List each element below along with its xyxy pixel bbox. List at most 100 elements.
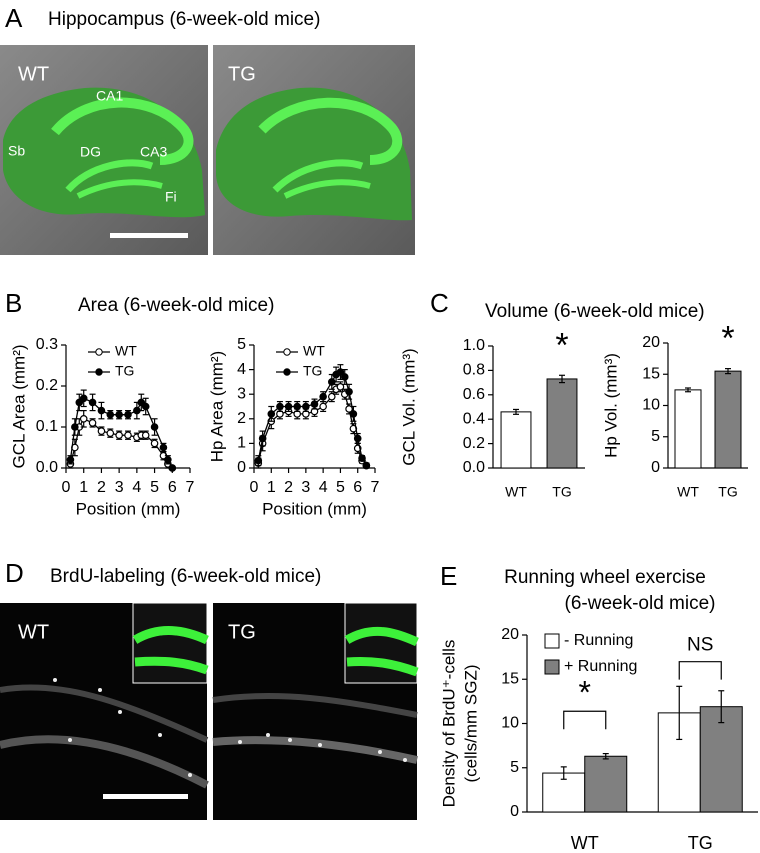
inset-layer bbox=[344, 626, 419, 647]
x-tick-label: WT bbox=[505, 484, 527, 500]
panel-letter: E bbox=[440, 561, 457, 591]
legend-marker bbox=[283, 348, 291, 356]
x-tick-label: 4 bbox=[132, 479, 141, 496]
y-tick-label: 0.1 bbox=[36, 418, 58, 435]
marker bbox=[106, 429, 115, 437]
x-tick-label: 6 bbox=[168, 479, 177, 496]
y-axis-label: GCL Area (mm²) bbox=[9, 344, 28, 468]
marker bbox=[71, 423, 79, 431]
inset-layer bbox=[132, 626, 209, 645]
y-tick-label: 0.3 bbox=[36, 336, 58, 353]
cell-layer bbox=[0, 735, 209, 789]
marker bbox=[124, 410, 132, 419]
marker bbox=[88, 419, 97, 427]
x-tick-label: TG bbox=[552, 484, 571, 500]
marker bbox=[124, 431, 132, 440]
marker bbox=[115, 431, 123, 440]
y-tick-label: 2 bbox=[237, 410, 246, 427]
marker bbox=[254, 456, 263, 465]
cell-layer bbox=[76, 179, 163, 199]
x-tick-label: 1 bbox=[267, 479, 276, 496]
y-tick-label: 0 bbox=[651, 459, 660, 476]
image-label: WT bbox=[18, 63, 49, 85]
y-tick-label: 15 bbox=[501, 670, 519, 687]
line bbox=[69, 417, 173, 469]
marker bbox=[79, 394, 88, 403]
region-label: Sb bbox=[8, 143, 25, 159]
y-tick-label: 0.2 bbox=[463, 435, 485, 452]
marker bbox=[88, 398, 97, 407]
legend-label: TG bbox=[115, 363, 134, 379]
marker bbox=[150, 423, 159, 431]
y-tick-label: 20 bbox=[642, 334, 660, 351]
panel-title: Volume (6-week-old mice) bbox=[485, 301, 705, 322]
y-axis-label: Hp Vol. (mm³) bbox=[601, 353, 620, 458]
y-axis-label: (cells/mm SGZ) bbox=[461, 664, 480, 782]
micrograph: WT CA1 DG CA3 Sb Fi bbox=[0, 45, 208, 255]
x-tick-label: 7 bbox=[371, 479, 380, 496]
panel-title: Area (6-week-old mice) bbox=[78, 295, 274, 316]
marker bbox=[79, 414, 88, 423]
x-tick-label: 1 bbox=[79, 479, 88, 496]
marker bbox=[362, 461, 371, 470]
legend-label: WT bbox=[303, 343, 325, 359]
x-tick-label: 3 bbox=[115, 479, 124, 496]
panel-letter: B bbox=[5, 288, 22, 318]
bar bbox=[500, 411, 532, 469]
y-tick-label: 1 bbox=[237, 435, 246, 452]
y-tick-label: 4 bbox=[237, 361, 246, 378]
annotation: * bbox=[579, 675, 591, 711]
x-tick-label: 5 bbox=[336, 479, 345, 496]
y-axis-label: Density of BrdU⁺-cells bbox=[439, 640, 458, 808]
cell-layer bbox=[212, 736, 418, 764]
bracket bbox=[678, 661, 722, 680]
inset-layer bbox=[346, 657, 419, 677]
marker bbox=[284, 402, 293, 411]
micrograph: TG bbox=[213, 45, 415, 255]
region-label: Fi bbox=[165, 189, 177, 205]
x-tick-label: 5 bbox=[150, 479, 159, 496]
y-tick-label: 5 bbox=[237, 336, 246, 353]
y-tick-label: 0.8 bbox=[463, 362, 485, 379]
x-tick-label: 2 bbox=[284, 479, 293, 496]
chart-title: Running wheel exercise bbox=[504, 567, 706, 588]
marker bbox=[319, 402, 327, 411]
region-label: CA3 bbox=[140, 144, 167, 160]
y-tick-label: 0.2 bbox=[36, 377, 58, 394]
legend-label: - Running bbox=[564, 632, 633, 649]
marker bbox=[358, 454, 366, 462]
x-tick-label: 0 bbox=[62, 479, 71, 496]
marker bbox=[319, 392, 327, 401]
annotation: NS bbox=[687, 635, 713, 656]
marker bbox=[293, 402, 302, 411]
bracket bbox=[563, 710, 607, 730]
panel-letter: C bbox=[430, 288, 449, 318]
marker bbox=[276, 402, 284, 411]
marker bbox=[141, 431, 150, 440]
y-tick-label: 10 bbox=[501, 715, 519, 732]
region-label: CA1 bbox=[96, 88, 123, 104]
micrograph: TG bbox=[212, 602, 419, 820]
marker bbox=[66, 455, 75, 464]
marker bbox=[106, 410, 115, 419]
cells bbox=[53, 678, 192, 777]
y-tick-label: 0 bbox=[237, 459, 246, 476]
marker bbox=[327, 392, 336, 401]
x-tick-label: WT bbox=[571, 833, 599, 853]
cell-layer bbox=[283, 179, 371, 199]
region-label: DG bbox=[80, 144, 101, 160]
marker bbox=[336, 368, 345, 376]
annotation: * bbox=[555, 326, 568, 364]
y-tick-label: 3 bbox=[237, 385, 246, 402]
marker bbox=[345, 387, 353, 396]
marker bbox=[97, 406, 106, 415]
x-axis-label: Position (mm) bbox=[76, 499, 181, 518]
marker bbox=[97, 427, 106, 435]
cell-layer bbox=[51, 97, 194, 165]
bar bbox=[546, 378, 578, 469]
panel-letter: A bbox=[5, 3, 23, 33]
x-tick-label: TG bbox=[718, 484, 737, 500]
legend-swatch bbox=[544, 659, 560, 675]
bar bbox=[714, 370, 742, 469]
